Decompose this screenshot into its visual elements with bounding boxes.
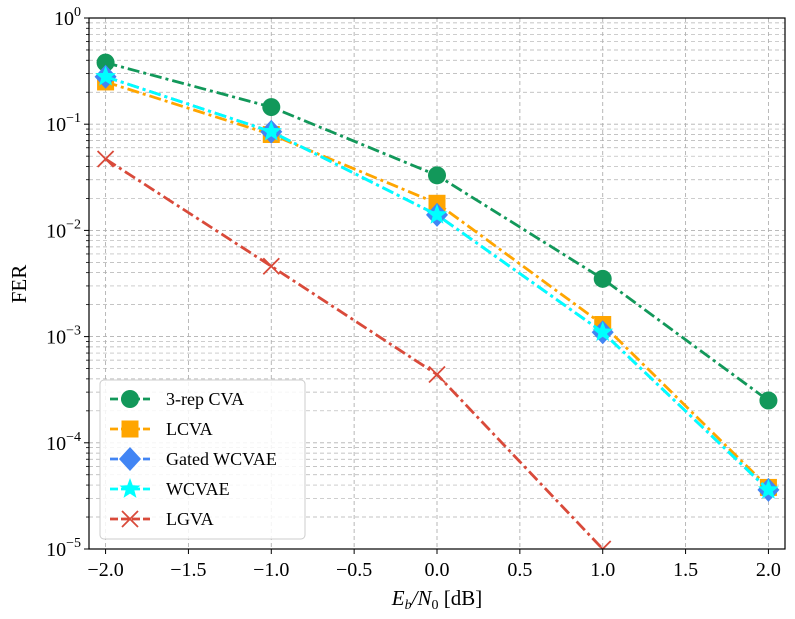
data-point-wcvae [260, 120, 282, 141]
y-tick-label: 10−1 [46, 111, 81, 136]
legend-label: LGVA [166, 509, 214, 529]
x-tick-label: 2.0 [756, 559, 781, 581]
data-point-wcvae [426, 203, 448, 224]
x-tick-label: −0.5 [336, 559, 372, 581]
data-point-3-rep-cva [428, 166, 446, 185]
series-line-wcvae [105, 75, 770, 491]
legend-item-gated-wcvae: Gated WCVAE [110, 447, 277, 471]
y-tick-label: 10−3 [46, 324, 81, 349]
data-point-lgva [428, 365, 446, 384]
axis-ticks: −2.0 −1.5 −1.0 −0.5 0.0 0.5 1.0 1.5 2.0 100 10−1 10… [46, 5, 781, 581]
legend-item-lcva: LCVA [110, 419, 213, 439]
y-tick-label: 100 [54, 5, 81, 30]
data-point-3-rep-cva [262, 98, 281, 117]
legend-label: Gated WCVAE [166, 449, 277, 469]
series-wcvae [95, 65, 779, 499]
legend-box [99, 379, 306, 540]
data-point-lgva [594, 540, 612, 549]
data-point-wcvae [592, 321, 614, 342]
legend-marker-lcva [121, 420, 139, 438]
series-line-lgva [104, 157, 604, 549]
legend-item-3-rep-cva: 3-rep CVA [110, 389, 244, 409]
data-point-3-rep-cva [759, 391, 778, 410]
data-point-3-rep-cva [96, 53, 115, 72]
legend-label: 3-rep CVA [166, 389, 244, 409]
y-tick-label: 10−4 [46, 430, 81, 455]
x-tick-label: 1.0 [590, 559, 615, 581]
legend-label: WCVAE [166, 479, 230, 499]
legend-item-wcvae: WCVAE [110, 478, 230, 499]
x-axis-label: Eb/N0 [dB] [391, 586, 482, 613]
x-tick-label: −1.0 [253, 559, 289, 581]
series-lgva [96, 150, 612, 549]
x-tick-label: 0.0 [425, 559, 450, 581]
x-tick-label: −1.5 [170, 559, 206, 581]
data-point-wcvae [95, 65, 117, 86]
legend-marker-lgva [121, 510, 139, 528]
legend-item-lgva: LGVA [110, 509, 214, 529]
y-tick-label: 10−5 [46, 536, 81, 561]
legend-marker-gated-wcvae [119, 447, 141, 471]
y-tick-label: 10−2 [46, 217, 81, 242]
x-tick-label: 1.5 [673, 559, 698, 581]
plot-series [94, 53, 780, 549]
x-tick-label: −2.0 [87, 559, 123, 581]
y-axis-label: FER [7, 265, 31, 304]
data-point-wcvae [757, 478, 779, 499]
data-point-3-rep-cva [593, 269, 612, 288]
legend-label: LCVA [166, 419, 213, 439]
legend: 3-rep CVA LCVA Gated WCVAE WCVAE LGVA [99, 379, 306, 540]
legend-marker-3-rep-cva [121, 390, 139, 408]
series-3-rep-cva [96, 53, 778, 410]
x-tick-label: 0.5 [507, 559, 532, 581]
legend-marker-wcvae [119, 478, 141, 498]
data-point-lgva [96, 150, 115, 168]
data-point-lgva [262, 257, 280, 275]
